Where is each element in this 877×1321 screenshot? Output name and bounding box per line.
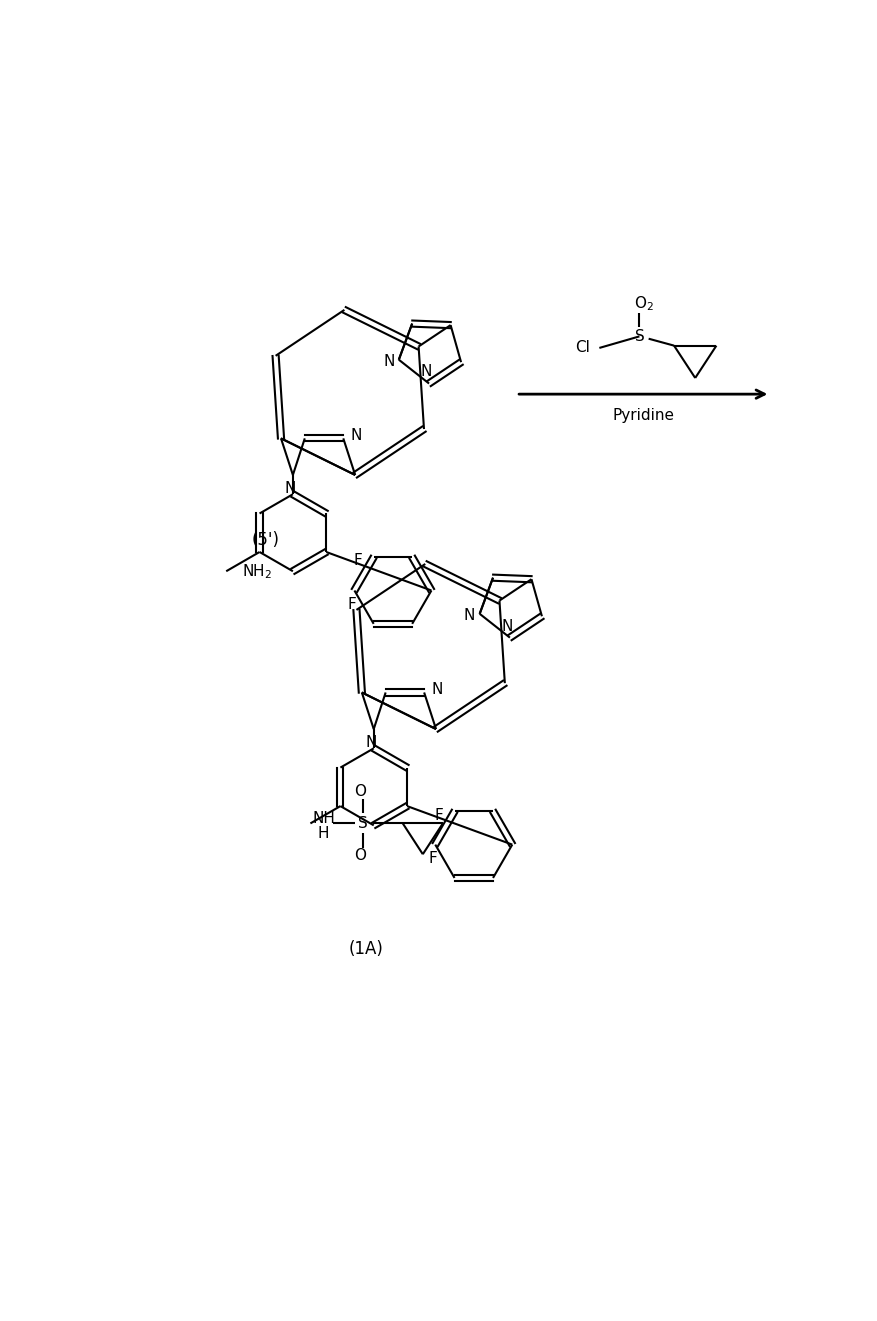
- Text: S: S: [358, 816, 367, 831]
- Text: N: N: [463, 608, 474, 622]
- Text: O: O: [353, 783, 365, 799]
- Text: F: F: [428, 851, 437, 867]
- Text: F: F: [353, 553, 362, 568]
- Text: N: N: [382, 354, 394, 369]
- Text: H: H: [317, 826, 329, 841]
- Text: O$_2$: O$_2$: [633, 295, 653, 313]
- Text: F: F: [434, 807, 443, 823]
- Text: N: N: [284, 481, 296, 497]
- Text: N: N: [431, 682, 442, 697]
- Text: Pyridine: Pyridine: [611, 408, 674, 423]
- Text: N: N: [420, 365, 431, 379]
- Text: F: F: [347, 597, 356, 612]
- Text: S: S: [634, 329, 644, 343]
- Text: N: N: [366, 736, 377, 750]
- Text: NH: NH: [311, 811, 334, 826]
- Text: N: N: [350, 428, 361, 443]
- Text: N: N: [501, 618, 512, 634]
- Text: (1A): (1A): [348, 939, 383, 958]
- Text: (5'): (5'): [252, 531, 280, 550]
- Text: NH$_2$: NH$_2$: [241, 561, 272, 581]
- Text: Cl: Cl: [574, 341, 589, 355]
- Text: O: O: [353, 848, 365, 863]
